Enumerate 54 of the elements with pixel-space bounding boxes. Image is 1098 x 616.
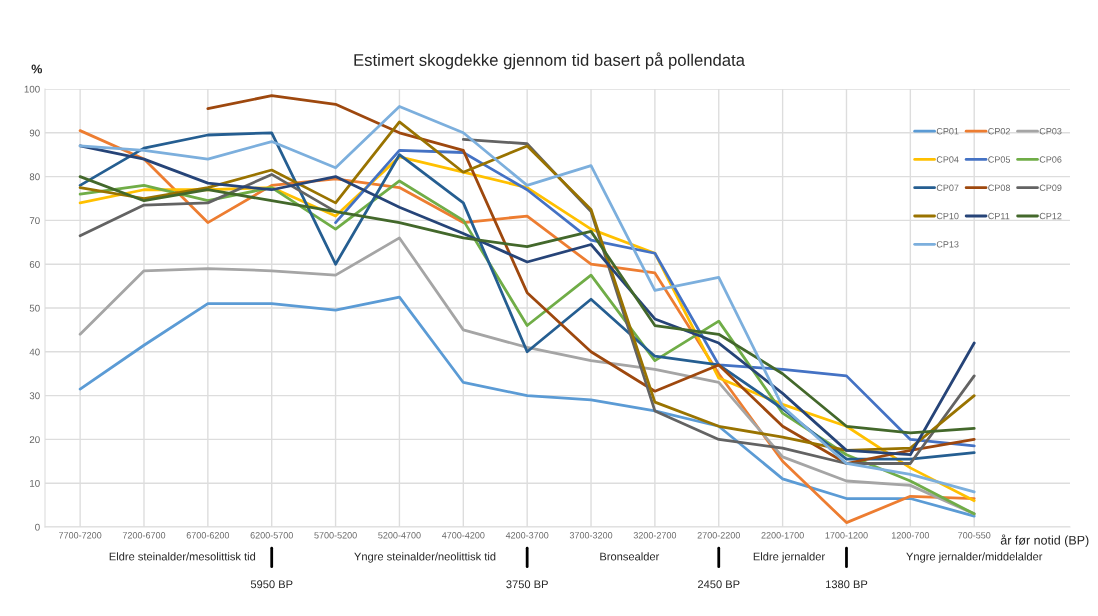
y-tick-label: 0 bbox=[35, 523, 40, 531]
x-tick-label: 1200-700 bbox=[891, 532, 930, 539]
legend-label: CP05 bbox=[988, 156, 1011, 163]
y-tick-label: 40 bbox=[29, 348, 40, 356]
x-tick-label: 7200-6700 bbox=[122, 532, 166, 539]
x-axis-title: år før notid (BP) bbox=[1000, 534, 1089, 548]
x-tick-label: 5700-5200 bbox=[314, 532, 357, 539]
legend-label: CP02 bbox=[988, 128, 1010, 135]
y-tick-label: 70 bbox=[29, 217, 40, 225]
text: Yngre jernalder/middelalder bbox=[906, 552, 1043, 563]
legend-label: CP07 bbox=[936, 184, 959, 191]
chart-title: Estimert skogdekke gjennom tid basert på pollendata bbox=[354, 52, 745, 70]
text: Yngre steinalder/neolittisk tid bbox=[354, 552, 496, 563]
y-tick-label: 20 bbox=[29, 436, 40, 444]
text: 2450 BP bbox=[698, 580, 740, 589]
x-tick-label: 5200-4700 bbox=[378, 532, 421, 539]
text: Bronsealder bbox=[600, 552, 660, 561]
line-series bbox=[206, 94, 976, 465]
x-tick-label: 2700-2200 bbox=[697, 532, 740, 539]
legend-label: CP10 bbox=[936, 212, 959, 220]
x-tick-label: 4200-3700 bbox=[505, 532, 549, 539]
x-tick-label: 3700-3200 bbox=[569, 532, 613, 539]
legend-label: CP12 bbox=[1039, 212, 1062, 220]
legend-label: CP01 bbox=[936, 128, 959, 135]
line-series bbox=[78, 295, 976, 518]
legend-label: CP06 bbox=[1039, 156, 1062, 163]
x-tick-label: 2200-1700 bbox=[761, 532, 804, 539]
y-tick-label: 30 bbox=[29, 392, 40, 400]
legend-label: CP11 bbox=[988, 212, 1010, 220]
x-tick-label: 4700-4200 bbox=[441, 532, 485, 539]
legend-label: CP03 bbox=[1039, 128, 1062, 135]
legend-label: CP13 bbox=[936, 241, 959, 248]
x-tick-label: 6200-5700 bbox=[250, 532, 293, 539]
text: 5950 BP bbox=[250, 580, 293, 589]
x-tick-label: 3200-2700 bbox=[633, 532, 677, 539]
y-tick-label: 60 bbox=[29, 260, 40, 268]
x-tick-label: 700-550 bbox=[958, 532, 991, 539]
y-tick-label: 100 bbox=[24, 85, 40, 93]
legend-label: CP09 bbox=[1039, 184, 1062, 191]
text: 3750 BP bbox=[506, 580, 548, 589]
line-series bbox=[78, 175, 976, 435]
legend-label: CP08 bbox=[988, 184, 1011, 191]
y-axis-title: % bbox=[31, 64, 43, 74]
y-tick-label: 90 bbox=[29, 129, 40, 137]
x-tick-label: 7700-7200 bbox=[59, 532, 102, 539]
text: Eldre jernalder bbox=[753, 552, 825, 563]
x-tick-label: 1700-1200 bbox=[825, 532, 868, 539]
y-tick-label: 80 bbox=[29, 173, 40, 181]
legend-label: CP04 bbox=[936, 156, 959, 163]
y-tick-label: 50 bbox=[29, 304, 40, 312]
text: 1380 BP bbox=[826, 580, 868, 589]
text: Eldre steinalder/mesolittisk tid bbox=[109, 552, 256, 561]
x-tick-label: 6700-6200 bbox=[186, 532, 230, 539]
y-tick-label: 10 bbox=[30, 479, 40, 487]
